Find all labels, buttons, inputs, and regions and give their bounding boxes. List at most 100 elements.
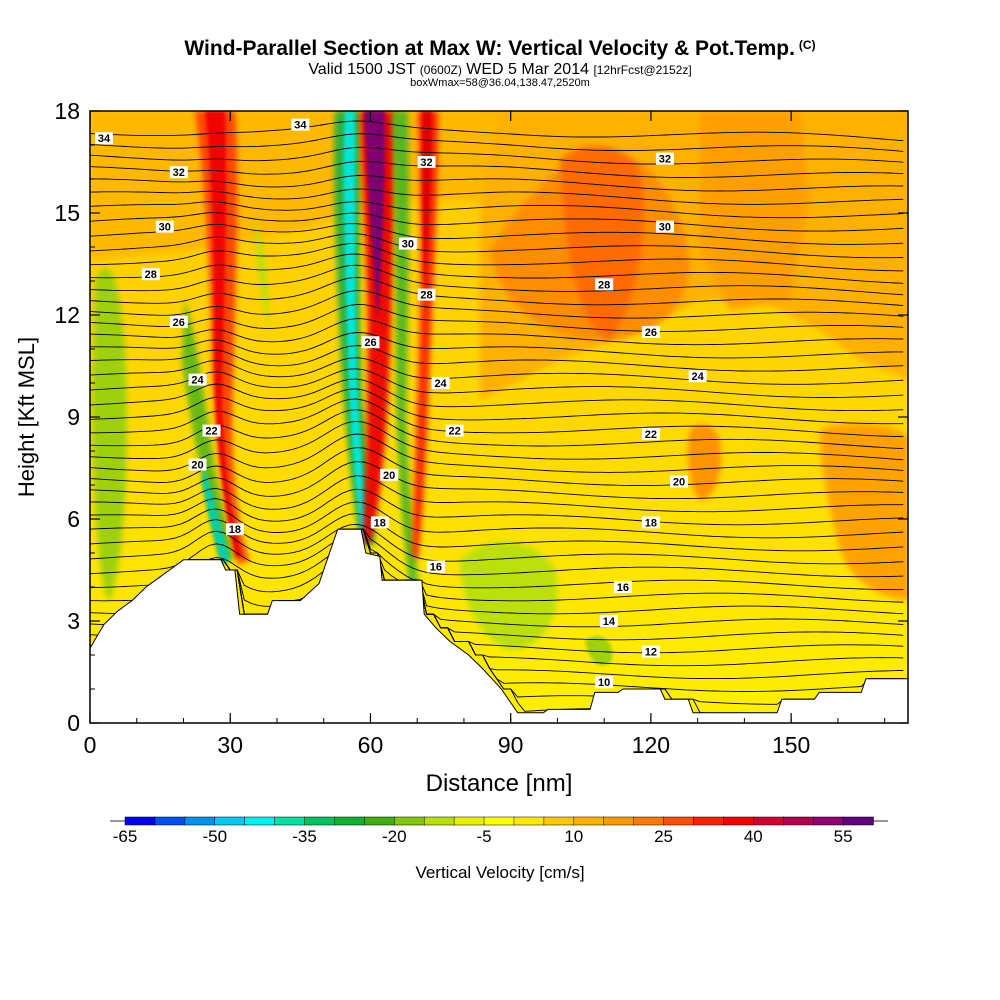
svg-text:18: 18 [229,524,241,536]
isentrope-label: 32 [417,156,436,169]
isentrope-line [90,345,904,372]
isentrope-label: 30 [398,237,417,251]
isentrope-line [90,212,904,232]
colorbar-swatch [573,816,605,826]
svg-text:30: 30 [659,222,671,234]
isentrope-line [90,332,904,359]
isentrope-label: 28 [417,288,436,302]
colorbar-swatch [274,816,306,826]
chart-title-main: Wind-Parallel Section at Max W: Vertical… [184,37,795,60]
isentrope-line [90,120,904,142]
colorbar [110,816,888,826]
colorbar-tick-label: 55 [833,827,853,846]
isentrope-label: 20 [380,468,399,482]
isentrope-label: 26 [361,336,380,349]
isentrope-label: 20 [669,475,688,489]
x-tick-label: 60 [358,732,384,758]
x-tick-label: 150 [772,732,810,758]
svg-text:26: 26 [173,317,185,329]
isentrope-line [90,264,904,296]
x-tick-label: 0 [84,732,97,758]
isentrope-line [90,233,904,259]
y-tick-label: 0 [67,710,80,736]
colorbar-swatch [394,816,425,826]
svg-text:22: 22 [205,426,217,438]
isentrope-label: 18 [225,523,244,536]
spot-right [688,424,722,500]
y-tick-label: 3 [67,608,80,634]
svg-text:28: 28 [420,290,432,302]
svg-text:30: 30 [402,239,414,251]
isentrope-label: 16 [613,581,632,594]
isentrope-line [90,201,904,219]
y-axis-label: Height [Kft MSL] [14,337,39,497]
svg-text:24: 24 [191,375,204,387]
isentrope-label: 24 [188,373,207,387]
valid-time: Valid 1500 JST [308,61,416,78]
isentrope-line [90,357,904,385]
colorbar-swatch [543,816,575,826]
colorbar-tick-label: 40 [743,827,763,846]
isentrope-line [90,433,904,473]
isentrope-line [90,409,904,450]
isentrope-line [90,378,904,412]
colorbar-swatch [753,816,784,826]
isentrope-label: 20 [188,458,207,472]
y-axis: 0 3 6 9 12 15 18 [54,98,908,736]
svg-text:34: 34 [294,120,307,132]
updraft-streak-right [412,111,438,560]
svg-text:30: 30 [159,222,171,234]
isentrope-line [90,146,904,165]
colorbar-swatch [603,816,635,826]
spot-lower-mid [585,636,613,666]
svg-text:22: 22 [645,429,657,441]
isentrope-label: 34 [291,118,310,132]
isentrope-label: 14 [599,615,618,628]
colorbar-swatch [483,816,515,826]
isentrope-line [90,253,904,284]
isentrope-label: 32 [655,152,674,166]
isentrope-line [90,447,904,486]
colorbar-tick-label: 25 [654,827,673,846]
isentrope-label: 34 [95,132,114,145]
isentrope-label: 10 [595,676,614,689]
colorbar-swatch [214,816,246,826]
region-top-right [700,111,810,310]
isentrope-line [90,398,904,438]
y-tick-label: 18 [54,98,80,124]
isentrope-line [90,188,904,205]
isentrope-label: 26 [641,326,660,339]
svg-text:18: 18 [374,517,386,529]
colorbar-swatch [782,816,814,826]
isentrope-line [90,318,904,346]
colorbar-tick-label: -5 [476,827,492,846]
downdraft-band-right [392,111,420,605]
svg-text:20: 20 [383,470,395,482]
isentrope-label: 32 [169,166,188,179]
colorbar-swatch [663,816,695,826]
isentrope-line [90,276,904,307]
isentrope-label: 24 [688,370,707,383]
isentrope-line [90,133,904,152]
isentrope-label: 18 [641,516,660,529]
updraft-left [92,268,127,600]
isentrope-label: 12 [641,645,660,659]
isentrope-label: 28 [595,278,614,291]
svg-text:20: 20 [673,477,685,489]
svg-text:16: 16 [430,562,442,574]
colorbar-swatch [304,816,336,826]
colorbar-tick-label: -50 [202,827,228,846]
svg-text:32: 32 [173,167,185,179]
colorbar-swatch [693,816,725,826]
x-tick-label: 120 [632,732,670,758]
isentrope-line [90,528,904,603]
colorbar-tick-label: -20 [381,827,407,846]
colorbar-swatch [812,816,844,826]
colorbar-tick-label: -35 [292,827,317,846]
isentrope-label: 16 [426,560,445,574]
svg-text:26: 26 [645,327,657,339]
svg-text:18: 18 [645,517,657,529]
forecast-info: [12hrFcst@2152z] [593,63,692,77]
isentrope-label: 18 [370,516,389,529]
